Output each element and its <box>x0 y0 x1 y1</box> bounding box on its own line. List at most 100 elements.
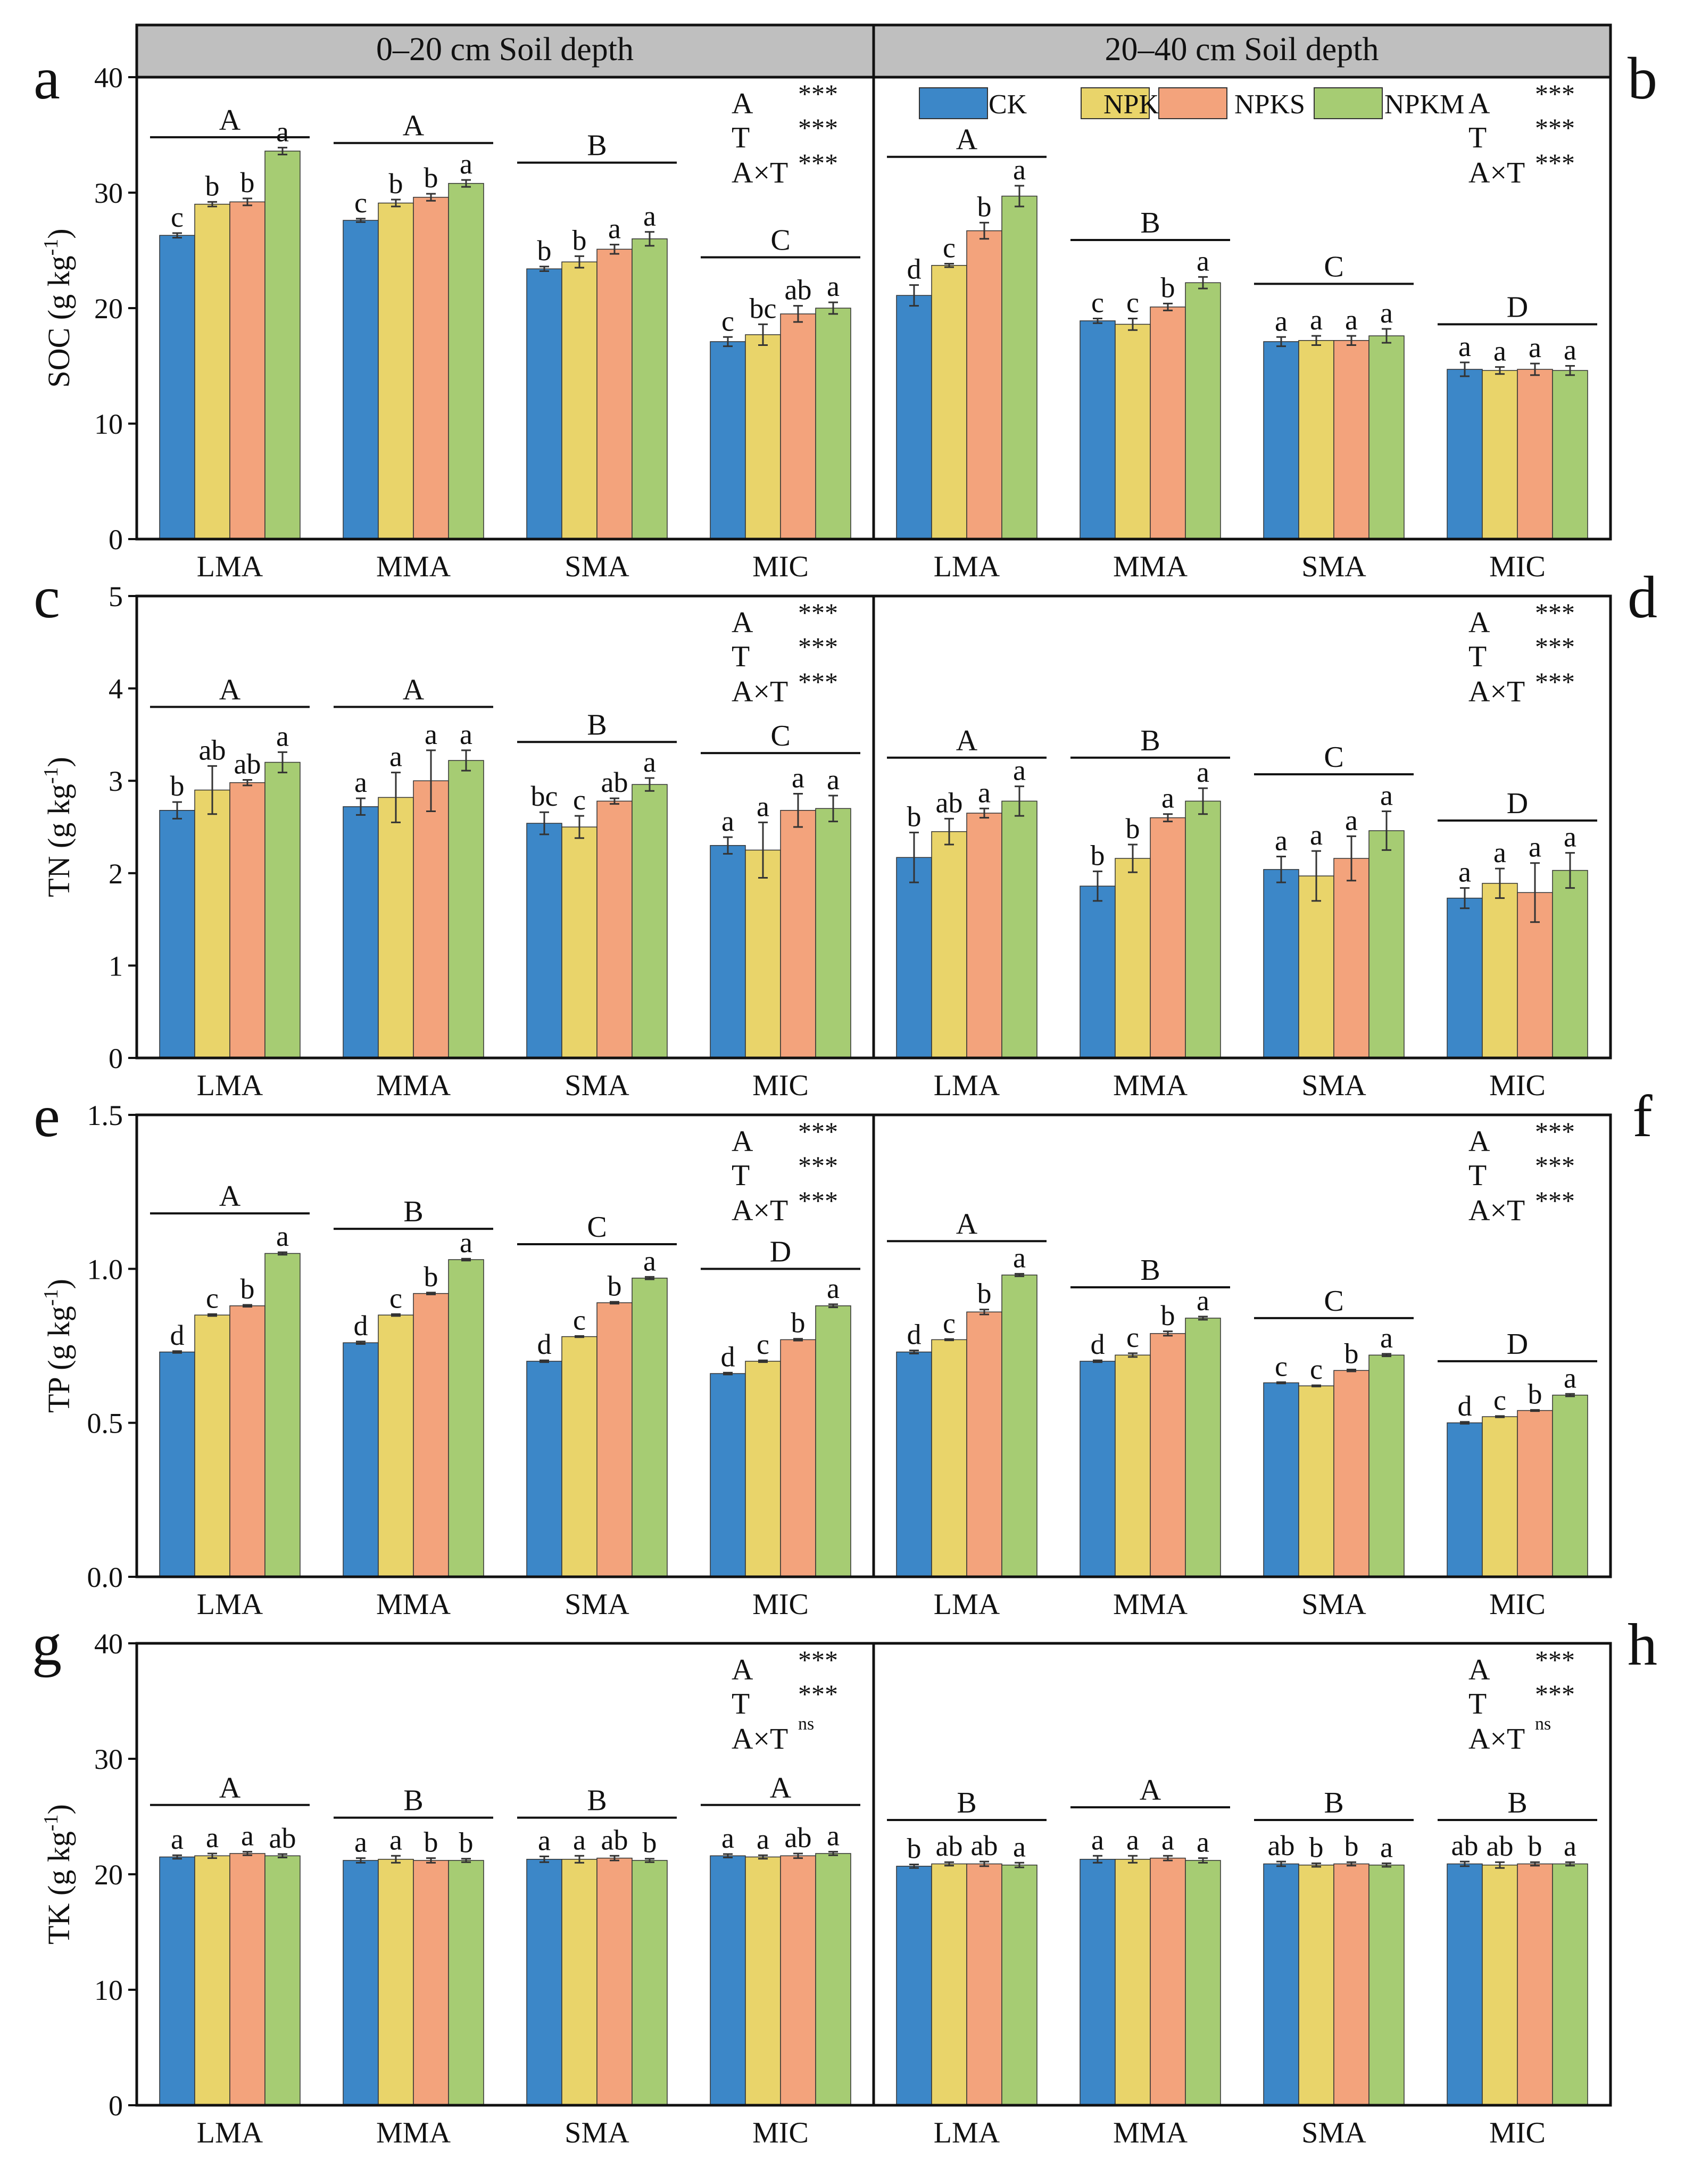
significance-letter: c <box>389 1282 402 1314</box>
stat-label: A×T <box>1468 1194 1525 1227</box>
significance-letter: b <box>1528 1378 1542 1410</box>
bar <box>1115 324 1151 540</box>
bar <box>1552 1394 1588 1577</box>
significance-letter: d <box>1091 1328 1105 1360</box>
x-tick-label: LMA <box>934 1588 1000 1621</box>
x-tick-label: LMA <box>197 550 263 583</box>
legend-swatch <box>1314 87 1383 119</box>
bar <box>632 238 668 540</box>
bar <box>1080 886 1116 1058</box>
bar <box>1150 1333 1186 1577</box>
significance-letter: d <box>721 1341 735 1372</box>
significance-letter: bc <box>750 292 777 324</box>
significance-letter: a <box>1564 334 1576 366</box>
stat-label: A×T <box>732 156 788 189</box>
stat-significance: *** <box>1535 1645 1575 1675</box>
bar <box>1447 897 1483 1058</box>
stat-label: A×T <box>1468 156 1525 189</box>
bar <box>1115 1859 1151 2106</box>
stat-significance: *** <box>798 1116 838 1146</box>
significance-letter: c <box>943 1307 956 1339</box>
group-letter: C <box>770 224 790 257</box>
group-letter: B <box>1140 206 1160 239</box>
bar <box>815 808 851 1058</box>
stat-significance: ns <box>1535 1714 1551 1734</box>
bar <box>896 295 932 540</box>
bar <box>229 201 265 540</box>
y-axis-label-main: TP (g kg <box>41 1306 76 1413</box>
bar <box>1368 830 1405 1058</box>
group-letter: D <box>770 1235 791 1268</box>
stat-significance: *** <box>798 1151 838 1180</box>
bar <box>159 1856 195 2106</box>
significance-letter: a <box>276 115 289 147</box>
group-letter: A <box>219 104 241 137</box>
group-letter: B <box>1140 724 1160 757</box>
bar <box>745 334 781 540</box>
bar <box>378 1314 414 1577</box>
legend-label: NPKS <box>1234 89 1305 120</box>
bar <box>194 203 230 540</box>
stat-label: T <box>732 1159 750 1192</box>
significance-letter: bc <box>531 780 558 812</box>
stat-label: T <box>1468 1687 1487 1720</box>
bar <box>413 196 449 540</box>
stat-label: A×T <box>732 1723 788 1756</box>
x-tick-label: SMA <box>1301 1069 1366 1102</box>
group-letter: A <box>403 673 425 706</box>
y-axis-label-sup: -1 <box>40 1815 62 1832</box>
bar <box>1298 875 1334 1058</box>
significance-letter: c <box>171 201 184 233</box>
significance-letter: a <box>827 270 840 302</box>
significance-letter: a <box>1013 1242 1026 1274</box>
bar <box>710 341 746 540</box>
stat-significance: *** <box>1535 1186 1575 1215</box>
bar <box>931 264 967 540</box>
significance-letter: a <box>1380 1322 1393 1354</box>
significance-letter: a <box>721 1822 734 1854</box>
y-tick-label: 1.5 <box>87 1099 123 1131</box>
bar <box>1263 1863 1299 2106</box>
bar <box>1001 1864 1037 2106</box>
group-letter: C <box>1324 1285 1343 1318</box>
significance-letter: ab <box>785 274 812 306</box>
bar <box>896 857 932 1058</box>
significance-letter: b <box>1091 839 1105 871</box>
group-letter: D <box>1507 1328 1528 1361</box>
bar <box>1482 1416 1518 1577</box>
y-tick-label: 0.0 <box>87 1561 123 1593</box>
x-tick-label: MMA <box>1113 550 1188 583</box>
group-letter: C <box>770 719 790 752</box>
x-tick-label: SMA <box>1301 550 1366 583</box>
stat-significance: *** <box>798 1186 838 1215</box>
bar <box>448 1259 484 1577</box>
significance-letter: b <box>1126 813 1140 845</box>
bar <box>1333 858 1369 1058</box>
bar <box>343 806 379 1058</box>
stat-label: A×T <box>732 675 788 708</box>
bar <box>378 202 414 540</box>
stat-significance: *** <box>1535 667 1575 697</box>
bar <box>1333 340 1369 540</box>
bar <box>561 261 597 540</box>
bar <box>526 268 562 540</box>
significance-letter: c <box>1126 1321 1139 1353</box>
panel-letter-h: h <box>1628 1612 1657 1678</box>
stat-label: A <box>1468 1653 1490 1686</box>
bar <box>745 1361 781 1577</box>
significance-letter: b <box>1344 1830 1359 1862</box>
group-letter: C <box>1324 741 1343 774</box>
significance-letter: b <box>791 1307 806 1339</box>
panel-letter-g: g <box>32 1612 62 1678</box>
group-letter: B <box>957 1786 976 1819</box>
significance-letter: b <box>977 1278 992 1310</box>
bar <box>229 1853 265 2106</box>
x-tick-label: SMA <box>565 1069 629 1102</box>
significance-letter: b <box>907 800 922 832</box>
y-axis-label: SOC (g kg-1) <box>40 228 76 387</box>
bar <box>413 1293 449 1577</box>
significance-letter: a <box>1564 1362 1576 1394</box>
stat-significance: *** <box>798 113 838 143</box>
